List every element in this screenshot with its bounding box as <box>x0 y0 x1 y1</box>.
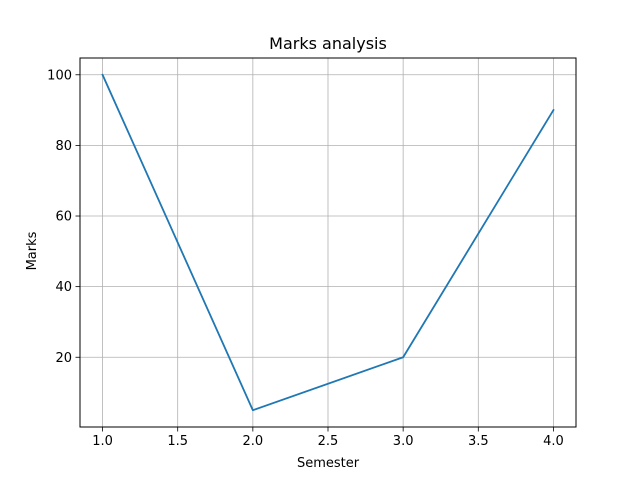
chart-title: Marks analysis <box>269 34 387 53</box>
series-line <box>101 73 555 412</box>
x-tick-label: 1.5 <box>167 434 188 449</box>
x-tick-label: 2.5 <box>318 434 339 449</box>
y-tick-label: 60 <box>55 210 72 225</box>
x-tick-label: 4.0 <box>543 434 564 449</box>
plot-area: 1.0 1.5 2.0 2.5 3.0 3.5 4.0 20 40 60 80 100 <box>47 57 577 449</box>
x-axis-label: Semester <box>297 456 360 471</box>
x-tick-label: 3.0 <box>393 434 414 449</box>
x-tick-label: 2.0 <box>243 434 264 449</box>
x-tick-label: 3.5 <box>468 434 489 449</box>
y-tick-label: 100 <box>47 68 72 83</box>
y-tick-label: 20 <box>55 351 72 366</box>
x-tick-label: 1.0 <box>92 434 113 449</box>
y-tick-label: 80 <box>55 139 72 154</box>
y-tick-label: 40 <box>55 280 72 295</box>
y-axis-label: Marks <box>25 231 40 270</box>
